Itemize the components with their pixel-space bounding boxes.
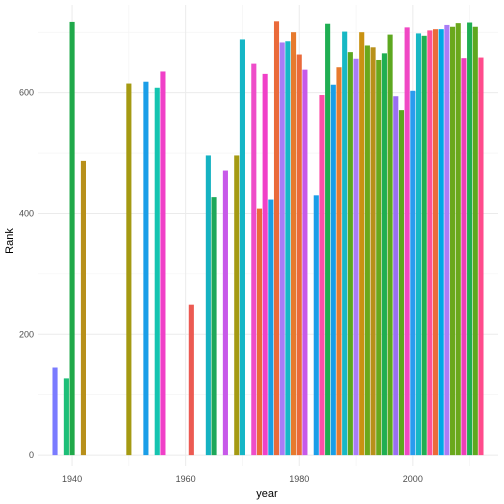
bar-1972 <box>251 63 257 456</box>
bar-1998 <box>398 110 405 456</box>
x-axis-title: year <box>256 488 278 500</box>
x-tick-label: 1960 <box>176 474 196 484</box>
bar-1985 <box>325 23 331 456</box>
bar-1967 <box>222 170 228 456</box>
bar-1993 <box>370 47 376 456</box>
y-tick-label: 600 <box>19 88 34 98</box>
bar-1989 <box>347 52 353 456</box>
bar-2006 <box>444 24 450 456</box>
x-tick-label: 1940 <box>62 474 82 484</box>
bar-2004 <box>432 29 439 456</box>
bar-1986 <box>330 84 336 456</box>
x-tick-label: 2000 <box>403 474 423 484</box>
y-tick-label: 400 <box>19 208 34 218</box>
bar-1981 <box>302 69 308 456</box>
bar-1955 <box>154 87 160 456</box>
bar-2007 <box>450 26 456 456</box>
bar-1996 <box>387 34 393 456</box>
bar-1990 <box>353 58 359 456</box>
bar-1988 <box>342 31 348 456</box>
bar-1978 <box>285 41 291 456</box>
bar-1965 <box>211 197 217 456</box>
bar-1999 <box>404 27 410 456</box>
bar-1997 <box>393 96 399 456</box>
bar-1977 <box>279 42 285 456</box>
y-axis-ticks: 0 200 400 600 <box>19 88 34 461</box>
bar-1975 <box>268 199 274 456</box>
bar-1953 <box>143 81 149 456</box>
bar-1987 <box>336 67 342 456</box>
bar-1937 <box>52 367 58 456</box>
bar-1995 <box>381 53 387 456</box>
bar-1964 <box>205 155 211 456</box>
bar-1969 <box>234 155 240 456</box>
x-tick-label: 1980 <box>289 474 309 484</box>
bar-1940 <box>69 21 75 456</box>
bar-1983 <box>313 195 319 456</box>
bars <box>52 21 484 456</box>
bar-1973 <box>256 208 263 456</box>
bar-2005 <box>438 29 444 456</box>
x-axis-ticks: 1940 1960 1980 2000 <box>62 474 423 484</box>
bar-2008 <box>455 23 461 456</box>
bar-1961 <box>188 304 194 456</box>
bar-2010 <box>467 22 473 456</box>
bar-2001 <box>415 33 422 456</box>
bar-1994 <box>376 59 382 456</box>
bar-1942 <box>80 160 86 456</box>
y-tick-label: 200 <box>19 329 34 339</box>
bar-1992 <box>364 45 370 456</box>
bar-1974 <box>262 73 268 456</box>
bar-2009 <box>461 58 467 456</box>
bar-1939 <box>63 378 69 456</box>
bar-2003 <box>427 30 433 456</box>
bar-1979 <box>291 32 297 456</box>
bar-1970 <box>239 39 245 456</box>
bar-1950 <box>126 83 132 456</box>
y-axis-title: Rank <box>4 228 16 254</box>
y-tick-label: 0 <box>29 450 34 460</box>
bar-2002 <box>421 35 427 456</box>
bar-2000 <box>410 90 416 456</box>
bar-1956 <box>160 71 166 456</box>
bar-1980 <box>296 54 302 456</box>
bar-1984 <box>319 95 325 456</box>
bar-1991 <box>359 32 365 456</box>
bar-1976 <box>273 21 280 456</box>
bar-2012 <box>478 57 484 456</box>
bar-2011 <box>472 26 478 456</box>
